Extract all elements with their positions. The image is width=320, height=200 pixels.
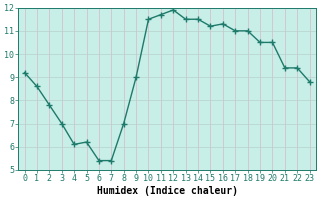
X-axis label: Humidex (Indice chaleur): Humidex (Indice chaleur) (97, 186, 237, 196)
